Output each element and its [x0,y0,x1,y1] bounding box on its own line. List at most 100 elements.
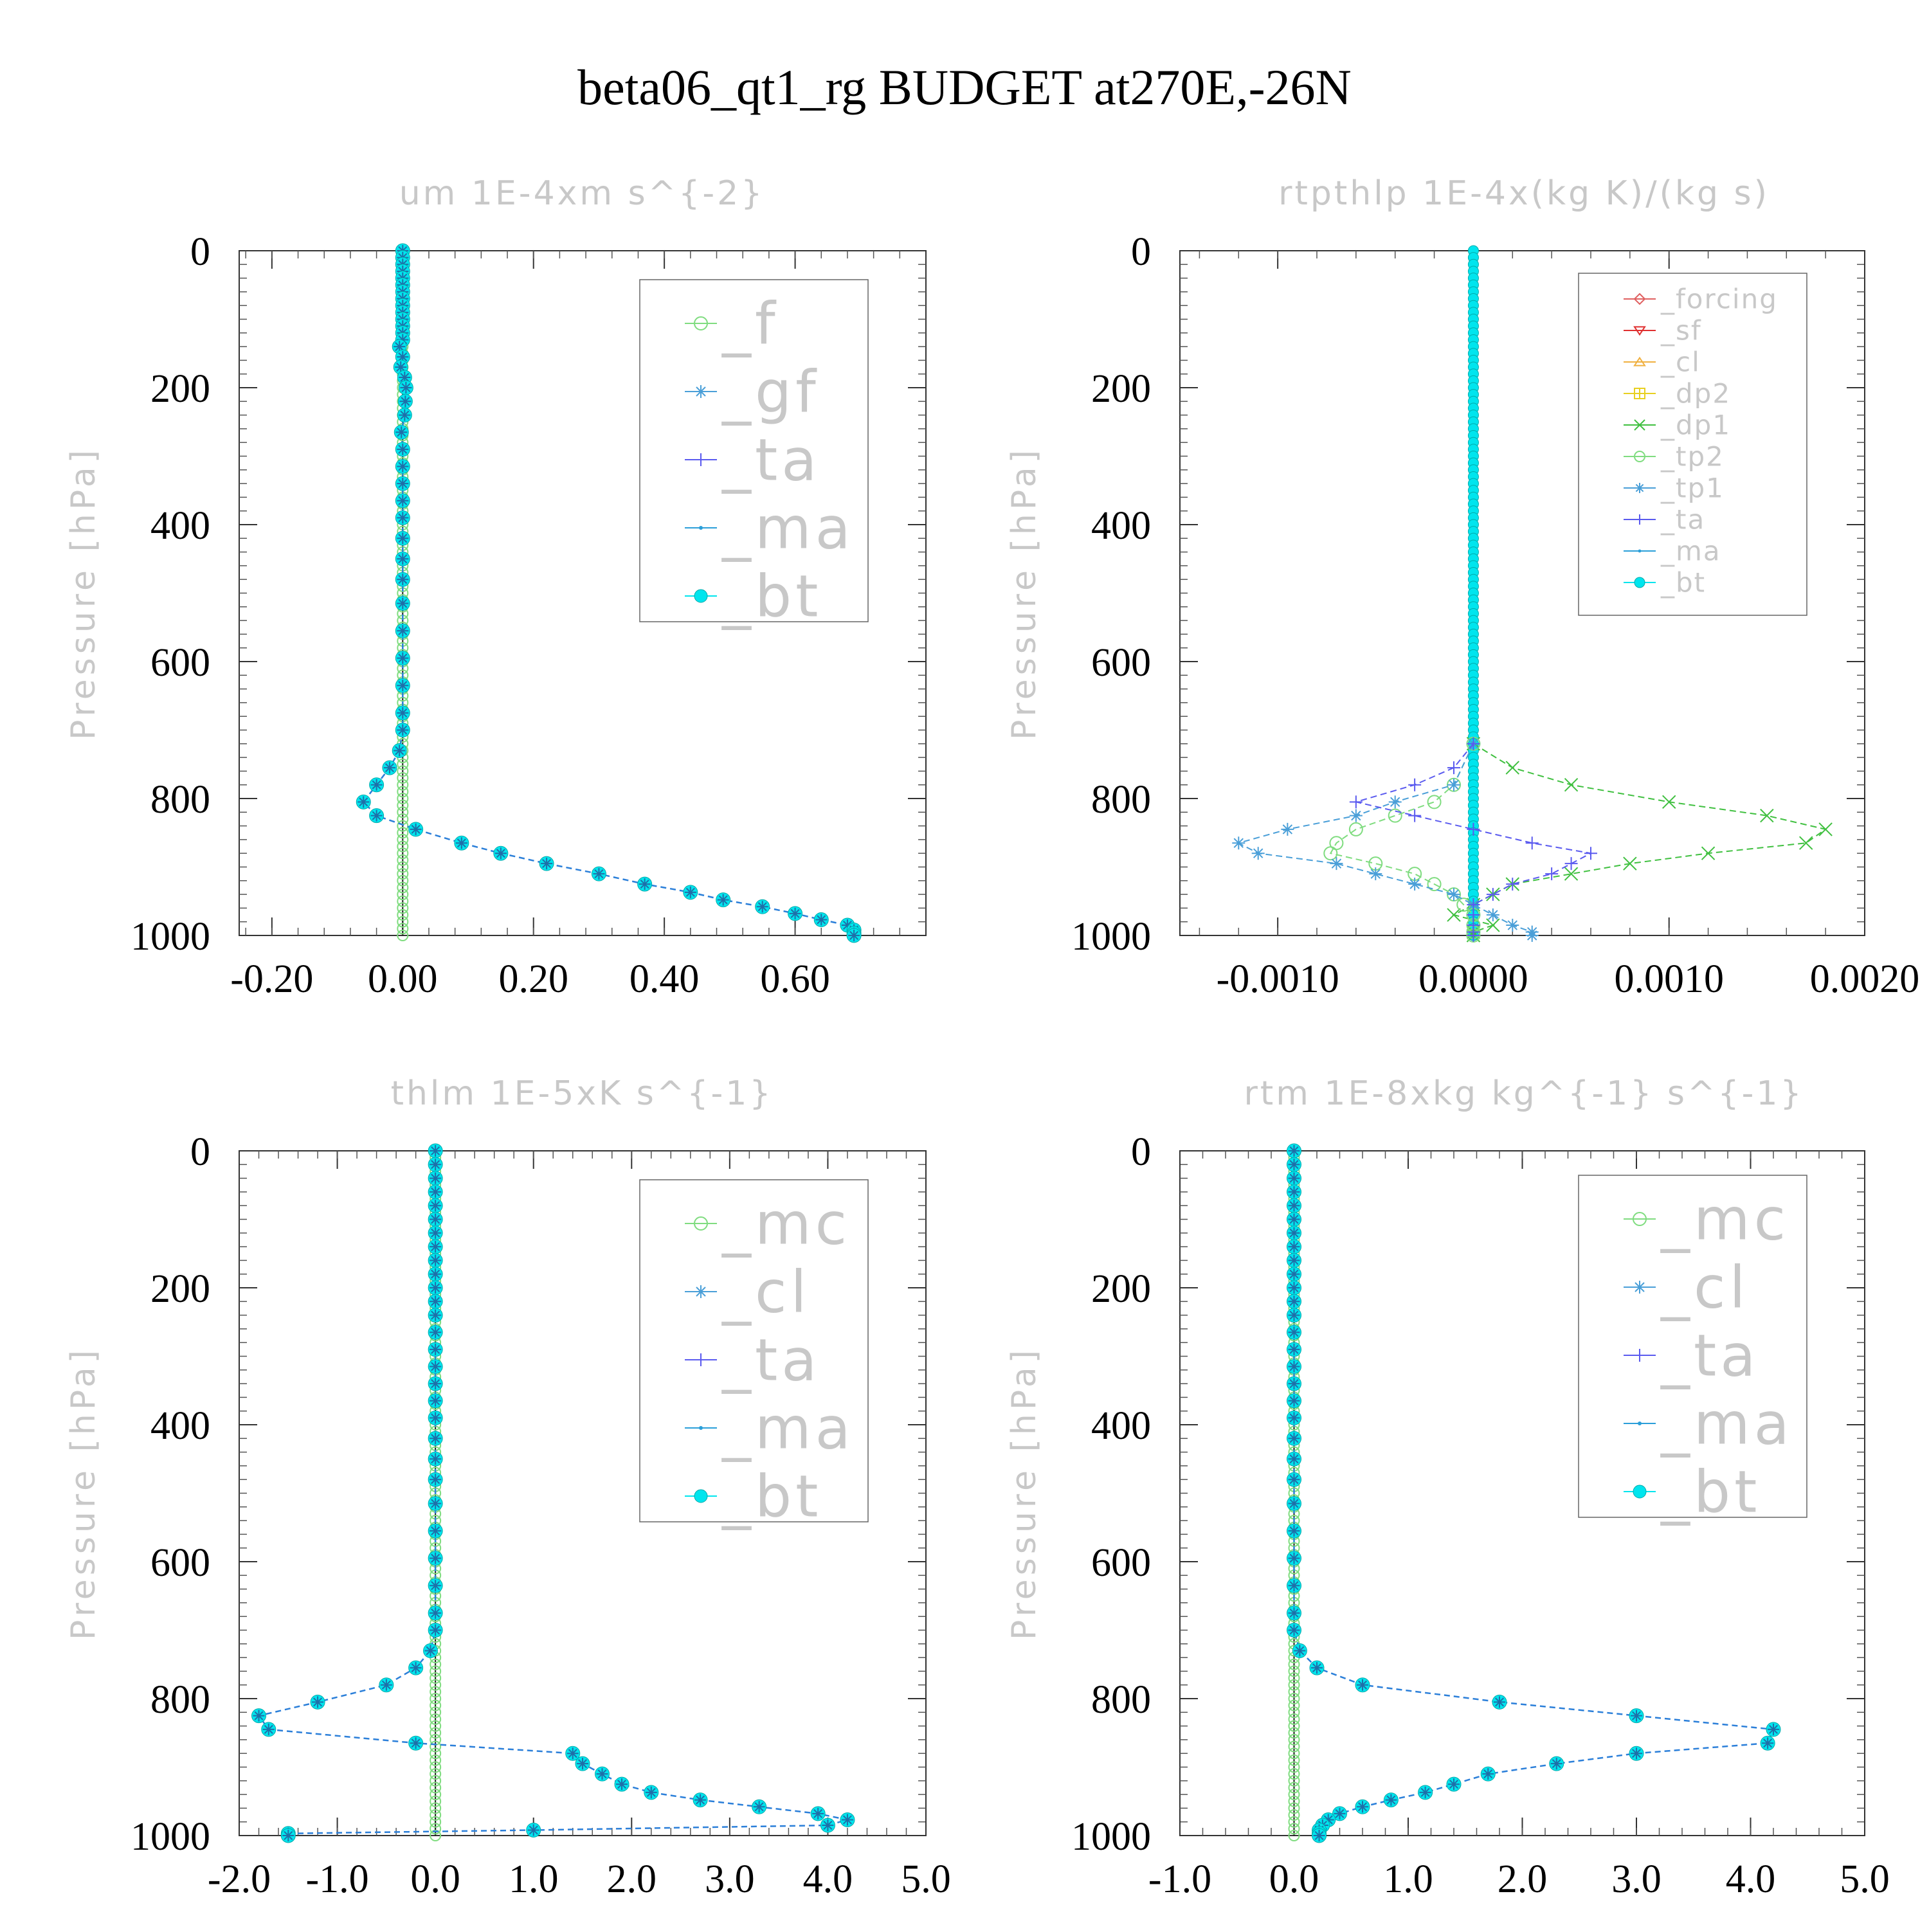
data-point [1288,1816,1300,1828]
data-point [1506,878,1519,891]
data-point [1288,1665,1300,1677]
data-point [397,652,409,664]
data-point [1388,795,1402,809]
x-tick-label: 0.20 [498,957,568,1001]
data-point [424,1645,437,1657]
data-point [1288,1789,1300,1801]
data-point [1348,822,1363,836]
data-point [753,1801,765,1813]
data-point [841,919,853,932]
legend-box [639,1179,869,1522]
data-point [1525,929,1539,942]
data-point [1486,888,1499,901]
legend-label: _ta [721,427,820,494]
data-point [430,1474,442,1486]
data-point [430,1186,442,1198]
data-point [430,1395,442,1407]
data-point [1288,1727,1300,1739]
data-point [1288,1343,1300,1355]
data-point [1482,1768,1494,1780]
data-point [1760,808,1774,823]
data-point [1631,1710,1642,1722]
data-point [1288,1241,1300,1253]
legend-marker [694,453,707,466]
y-tick-label: 600 [1091,1541,1151,1585]
data-point [397,793,409,804]
data-point [1288,1378,1300,1390]
x-tick-label: 3.0 [1611,1857,1662,1901]
data-point [253,1710,265,1722]
data-point [1288,1679,1300,1691]
legend-marker [1634,419,1645,431]
data-point [430,1802,442,1814]
data-point [1357,1679,1368,1691]
data-point [430,1282,442,1294]
data-point [1525,836,1539,850]
data-point [1288,1607,1300,1619]
data-point [1447,761,1460,775]
legend-label: _ma [721,495,855,563]
data-point [1768,1723,1779,1735]
data-point [1323,846,1338,861]
data-point [1288,1309,1300,1321]
x-tick-label: 2.0 [607,1857,657,1901]
data-point [397,786,409,798]
legend-box [639,279,869,622]
data-point [397,553,409,565]
data-point [1408,878,1422,891]
data-point [397,881,409,894]
data-point [430,1580,442,1592]
data-point [848,930,860,941]
data-point [1288,1761,1300,1773]
y-tick-label: 800 [1091,1678,1151,1722]
data-point [430,1720,442,1732]
legend-label: _dp2 [1660,378,1731,410]
legend-marker [1633,356,1646,366]
data-point [1799,836,1813,850]
data-point [1494,1696,1505,1708]
x-tick-label: 0.40 [629,957,700,1001]
data-point [397,840,409,853]
legend-label: _bt [1660,567,1706,599]
data-point [1467,737,1480,750]
data-point [430,1309,442,1321]
data-point [815,914,828,926]
y-tick-label: 800 [150,778,210,822]
data-point [430,1809,442,1821]
x-tick-label: -2.0 [208,1857,271,1901]
x-tick-label: 0.00 [368,957,438,1001]
data-point [1564,867,1579,881]
y-tick-label: 800 [1091,778,1151,822]
data-point [694,1794,707,1806]
x-tick-label: 0.0 [1269,1857,1319,1901]
data-point [397,889,409,901]
data-point [430,1412,442,1424]
y-tick-label: 200 [150,367,210,411]
data-point [1762,1737,1774,1749]
data-point [397,902,409,914]
data-point [397,443,409,455]
legend-marker [1633,1281,1646,1294]
data-point [1288,1733,1300,1746]
legend-label: _gf [721,359,820,426]
data-point [430,1747,442,1760]
panel-1: um 1E-4xm s^{-2} Pressure [hPa] 0 200 400 600… [64,174,927,1001]
data-point [717,894,729,906]
legend-marker [1633,326,1646,336]
x-tick-label: 0.60 [760,957,830,1001]
panel-title: thlm 1E-5xK s^{-1} [391,1074,774,1113]
data-point [397,827,409,839]
data-point [1288,1282,1300,1294]
data-point [397,334,409,346]
data-point [1322,1814,1334,1826]
data-point [397,625,409,637]
y-axis-label: Pressure [hPa] [64,1346,103,1640]
y-tick-label: 0 [190,1130,210,1174]
y-tick-label: 1000 [1071,915,1151,959]
data-point [397,532,409,545]
data-point [1288,1706,1300,1719]
panel-3: thlm 1E-5xK s^{-1} Pressure [hPa] 0 200 400 6… [64,1074,951,1901]
data-point [397,874,409,887]
data-point [593,868,605,880]
data-point [399,409,411,421]
